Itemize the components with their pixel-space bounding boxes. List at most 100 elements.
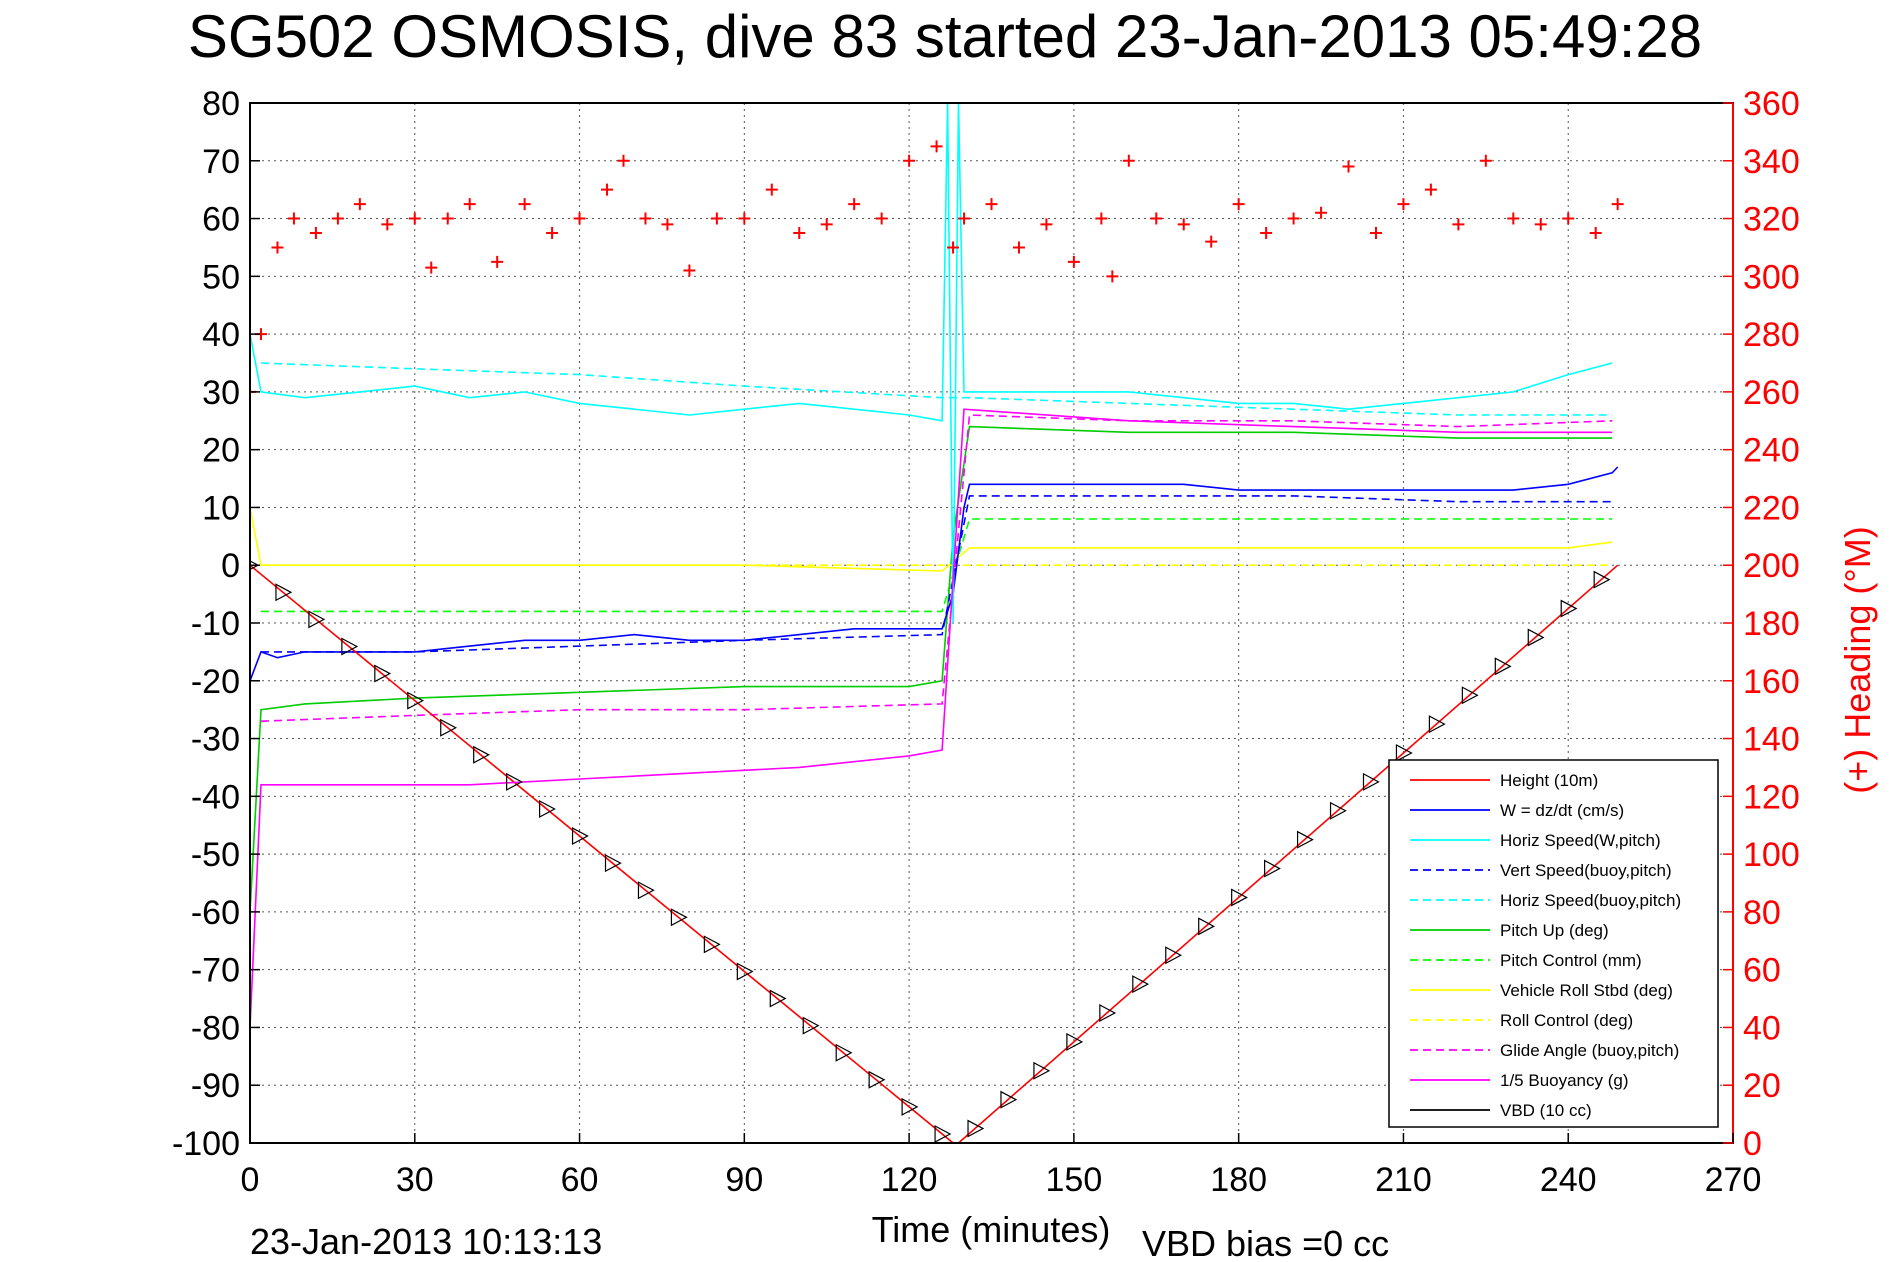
heading-marker (1067, 255, 1080, 268)
height-marker (571, 827, 589, 846)
y-axis-ticks: -100-90-80-70-60-50-40-30-20-10010203040… (172, 85, 260, 1163)
height-marker (1560, 599, 1578, 618)
heading-marker (1260, 227, 1273, 239)
y-right-tick-label: 360 (1743, 85, 1800, 123)
heading-marker (491, 255, 504, 268)
heading-marker (765, 183, 778, 196)
heading-marker (1479, 154, 1492, 167)
height-marker (967, 1119, 985, 1138)
heading-marker (601, 183, 614, 196)
legend-label: Pitch Control (mm) (1500, 951, 1642, 970)
height-marker (901, 1097, 919, 1116)
y-right-axis-label: (+) Heading (°M) (1837, 526, 1878, 793)
y-tick-label: -70 (191, 952, 240, 990)
x-tick-label: 240 (1540, 1161, 1597, 1199)
height-marker (1362, 772, 1380, 791)
heading-marker (1287, 212, 1300, 225)
height-marker (1264, 859, 1281, 878)
series-heading (250, 140, 1624, 398)
x-tick-label: 120 (881, 1161, 938, 1199)
series-height-10m (250, 564, 1619, 1143)
y-right-tick-label: 20 (1743, 1067, 1781, 1105)
x-tick-label: 30 (396, 1161, 434, 1199)
legend-items: Height (10m) W = dz/dt (cm/s) Horiz Speed(… (1410, 771, 1681, 1120)
height-marker (1000, 1090, 1018, 1109)
y-tick-label: 60 (202, 201, 240, 239)
y-tick-label: -10 (191, 605, 240, 643)
heading-marker (820, 218, 833, 231)
heading-marker (1095, 212, 1108, 225)
x-axis-ticks: 0 30 60 90 120 150 180 210 240 270 (241, 1133, 1762, 1199)
y-tick-label: 20 (202, 432, 240, 470)
height-marker (703, 935, 721, 954)
heading-marker (710, 212, 723, 225)
legend-label: VBD (10 cc) (1500, 1101, 1592, 1120)
y-tick-label: -20 (191, 663, 240, 701)
heading-marker (1315, 206, 1328, 219)
height-marker (1428, 715, 1446, 734)
heading-marker (930, 140, 943, 153)
legend-label: Roll Control (deg) (1500, 1011, 1633, 1030)
heading-marker (573, 212, 586, 225)
height-marker (308, 610, 326, 629)
heading-marker (1040, 218, 1053, 231)
heading-marker (617, 154, 630, 167)
y-right-tick-label: 60 (1743, 952, 1781, 990)
height-marker (1329, 801, 1347, 820)
y-right-tick-label: 340 (1743, 143, 1800, 181)
height-marker (1494, 657, 1512, 676)
heading-marker (1012, 241, 1025, 254)
y-right-tick-label: 320 (1743, 201, 1800, 239)
height-marker (506, 772, 523, 791)
heading-marker (1150, 212, 1163, 225)
legend-label: 1/5 Buoyancy (g) (1500, 1071, 1629, 1090)
y-right-tick-label: 120 (1743, 778, 1800, 816)
legend-label: Horiz Speed(buoy,pitch) (1500, 891, 1681, 910)
heading-marker (518, 198, 531, 211)
y-tick-label: 0 (221, 547, 240, 585)
heading-marker (309, 227, 322, 239)
y-tick-label: 70 (202, 143, 240, 181)
y-tick-label: 40 (202, 316, 240, 354)
heading-marker (408, 212, 421, 225)
y-tick-label: -100 (172, 1125, 240, 1163)
y-right-tick-label: 180 (1743, 605, 1800, 643)
y-tick-label: -50 (191, 836, 240, 874)
heading-marker (1611, 198, 1624, 211)
legend-label: Vert Speed(buoy,pitch) (1500, 861, 1672, 880)
y-right-tick-label: 160 (1743, 663, 1800, 701)
heading-marker (985, 198, 998, 211)
y-right-tick-label: 300 (1743, 258, 1800, 296)
height-marker (736, 962, 754, 981)
height-marker (1165, 946, 1183, 965)
y-tick-label: -30 (191, 721, 240, 759)
height-marker (670, 908, 688, 927)
legend-box (1388, 759, 1719, 1128)
heading-marker (381, 218, 394, 231)
heading-marker (947, 241, 960, 254)
series-pitch-up-deg (250, 425, 1613, 912)
x-tick-label: 90 (725, 1161, 763, 1199)
heading-marker (793, 227, 806, 239)
x-axis-label: Time (minutes) (872, 1209, 1111, 1250)
heading-marker (1589, 227, 1602, 239)
height-marker (835, 1043, 853, 1062)
y-right-tick-label: 260 (1743, 374, 1800, 412)
height-marker (1296, 830, 1314, 849)
heading-marker (661, 218, 674, 231)
height-marker (1099, 1004, 1117, 1022)
heading-marker (958, 212, 971, 225)
height-marker (539, 799, 556, 818)
heading-marker (683, 264, 696, 277)
height-marker (440, 718, 458, 737)
x-tick-label: 270 (1705, 1161, 1762, 1199)
heading-marker (287, 212, 300, 225)
height-marker (637, 881, 655, 900)
heading-marker (639, 212, 652, 225)
y-right-tick-label: 80 (1743, 894, 1781, 932)
height-marker (868, 1070, 886, 1089)
heading-marker (425, 261, 438, 274)
y-right-tick-label: 100 (1743, 836, 1800, 874)
height-marker (1527, 628, 1545, 647)
